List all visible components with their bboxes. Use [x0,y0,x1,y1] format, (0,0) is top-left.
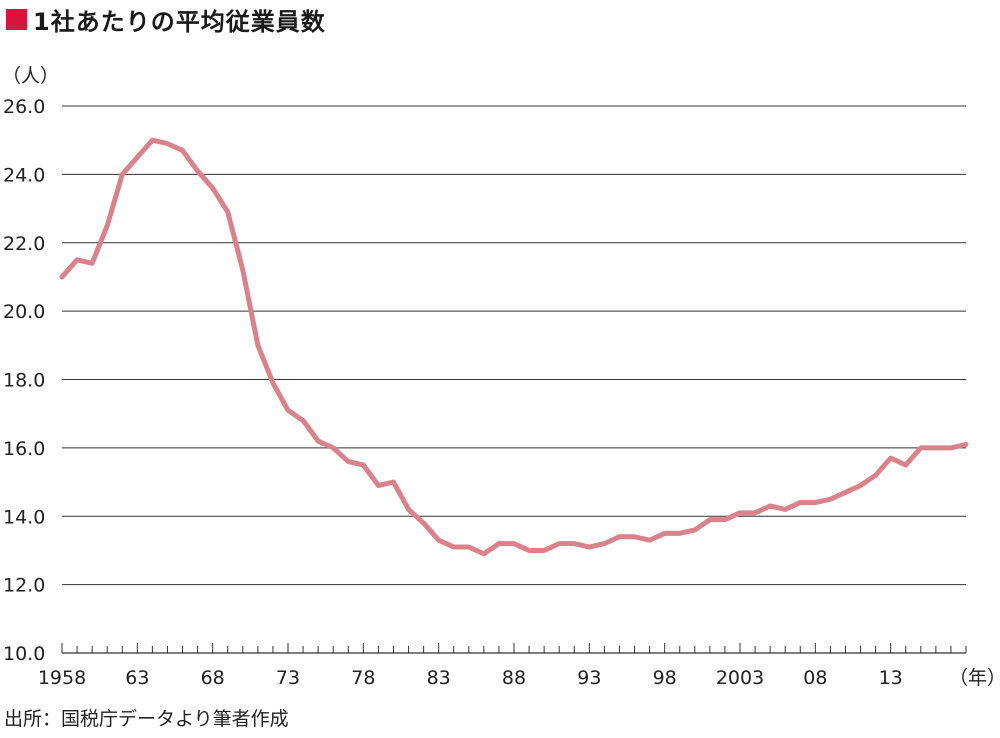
data-point [60,274,65,279]
data-point [75,257,80,262]
data-point [180,148,185,153]
x-tick-label: 78 [351,667,375,689]
data-point [572,541,577,546]
y-tick-label: 26.0 [3,96,45,118]
data-point [527,548,532,553]
data-point [753,510,758,515]
data-point [466,545,471,550]
data-point [602,541,607,546]
data-point [135,155,140,160]
x-tick-label: 83 [427,667,451,689]
series-layer [59,137,969,557]
data-point [240,268,245,273]
data-point [195,168,200,173]
data-point [150,138,155,143]
data-point [918,445,923,450]
x-axis-unit-label: （年） [949,667,1000,689]
series-line [59,137,969,557]
data-point [542,548,547,553]
data-point [406,507,411,512]
y-axis-unit-label: （人） [2,65,59,87]
chart-title: 1社あたりの平均従業員数 [33,7,326,36]
gridlines [62,105,966,586]
x-axis [61,643,967,654]
y-tick-label: 12.0 [3,575,45,597]
data-point [843,490,848,495]
data-point [346,459,351,464]
data-point [90,261,95,266]
data-point [722,517,727,522]
data-point [255,343,260,348]
line-chart: 10.0 12.0 14.0 16.0 18.0 20.0 22.0 24.0 26.0 195… [2,65,1000,689]
x-tick-label: 63 [125,667,149,689]
x-axis-tick-labels: 1958 63 68 73 78 83 88 93 98 2003 08 13 [38,667,903,689]
data-point [813,500,818,505]
data-point [587,545,592,550]
y-tick-label: 18.0 [3,370,45,392]
chart-header: 1社あたりの平均従業員数 [6,2,326,36]
data-point [888,456,893,461]
y-axis-tick-labels: 10.0 12.0 14.0 16.0 18.0 20.0 22.0 24.0 26.0 [3,96,45,665]
source-note: 出所：国税庁データより筆者作成 [4,708,289,730]
data-point [210,186,215,191]
data-point [677,531,682,536]
title-marker-icon [6,8,27,30]
data-point [436,538,441,543]
data-point [391,480,396,485]
x-tick-label: 13 [879,667,903,689]
data-point [858,483,863,488]
data-point [798,500,803,505]
y-tick-label: 16.0 [3,438,45,460]
data-point [617,534,622,539]
x-tick-label: 08 [803,667,827,689]
data-point [707,517,712,522]
x-tick-label: 98 [653,667,677,689]
data-point [948,445,953,450]
data-point [361,462,366,467]
data-point [692,527,697,532]
x-tick-label: 88 [502,667,526,689]
x-tick-label: 1958 [38,667,86,689]
data-point [512,541,517,546]
x-tick-label: 73 [276,667,300,689]
data-point [165,141,170,146]
y-tick-label: 22.0 [3,233,45,255]
data-point [105,223,110,228]
data-point [783,507,788,512]
data-point [964,442,969,447]
data-point [225,209,230,214]
data-point [768,503,773,508]
data-point [316,439,321,444]
x-tick-label: 93 [577,667,601,689]
data-point [286,408,291,413]
data-point [557,541,562,546]
y-tick-label: 14.0 [3,506,45,528]
y-tick-label: 24.0 [3,164,45,186]
data-point [873,473,878,478]
y-tick-label: 10.0 [3,643,45,665]
data-point [903,462,908,467]
data-point [496,541,501,546]
y-tick-label: 20.0 [3,301,45,323]
data-point [933,445,938,450]
data-point [120,172,125,177]
data-point [481,551,486,556]
data-point [301,418,306,423]
data-point [331,445,336,450]
x-tick-label: 2003 [716,667,764,689]
data-point [376,483,381,488]
data-point [632,534,637,539]
data-point [738,510,743,515]
x-tick-label: 68 [201,667,225,689]
data-point [828,497,833,502]
data-point [647,538,652,543]
data-point [421,521,426,526]
data-point [451,545,456,550]
data-point [662,531,667,536]
data-point [270,380,275,385]
